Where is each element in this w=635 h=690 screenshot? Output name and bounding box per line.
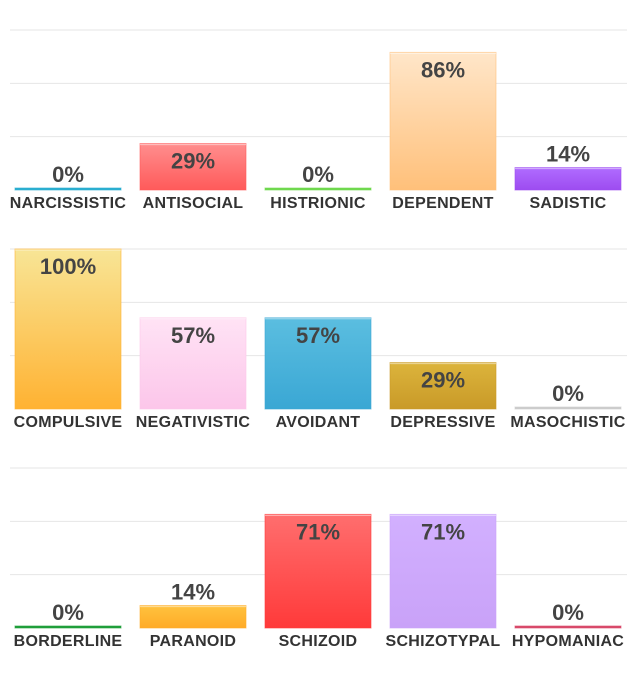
- value-label: 100%: [40, 254, 96, 279]
- value-label: 0%: [302, 162, 334, 187]
- category-label: MASOCHISTIC: [510, 414, 625, 431]
- bar-hypomaniac: [514, 625, 622, 629]
- bar-schizotypal: [389, 513, 497, 629]
- chart-panel-3: 0% BORDERLINE 14% PARANOID 71% SCHIZOID 71% SCH…: [10, 467, 627, 650]
- category-label: DEPRESSIVE: [390, 414, 495, 431]
- category-label: PARANOID: [150, 633, 237, 650]
- bar-negativistic: [139, 317, 247, 410]
- category-label: DEPENDENT: [392, 195, 493, 212]
- bar-sadistic: [514, 167, 622, 191]
- category-label: SADISTIC: [529, 195, 606, 212]
- category-label: SCHIZOID: [279, 633, 358, 650]
- value-label: 86%: [421, 57, 465, 82]
- value-label: 14%: [171, 580, 215, 605]
- bar-avoidant: [264, 317, 372, 410]
- value-label: 0%: [552, 381, 584, 406]
- chart-panel-2: 100% COMPULSIVE 57% NEGATIVISTIC 57% AVOIDANT…: [10, 248, 627, 431]
- bar-depressive: [389, 362, 497, 410]
- category-label: HYPOMANIAC: [512, 633, 624, 650]
- value-label: 0%: [552, 600, 584, 625]
- value-label: 71%: [421, 519, 465, 544]
- value-label: 29%: [421, 368, 465, 393]
- value-label: 14%: [546, 142, 590, 167]
- bar-dependent: [389, 51, 497, 191]
- category-label: NARCISSISTIC: [10, 195, 127, 212]
- category-label: BORDERLINE: [14, 633, 123, 650]
- value-label: 71%: [296, 519, 340, 544]
- bar-narcissistic: [14, 187, 122, 191]
- value-label: 29%: [171, 149, 215, 174]
- bar-paranoid: [139, 605, 247, 629]
- value-label: 0%: [52, 600, 84, 625]
- bar-histrionic: [264, 187, 372, 191]
- value-label: 0%: [52, 162, 84, 187]
- chart-panel-1: 0% NARCISSISTIC 29% ANTISOCIAL 0% HISTRIONIC 8…: [10, 29, 627, 212]
- category-label: NEGATIVISTIC: [136, 414, 251, 431]
- bar-antisocial: [139, 143, 247, 191]
- bar-schizoid: [264, 513, 372, 629]
- category-label: SCHIZOTYPAL: [385, 633, 500, 650]
- category-label: HISTRIONIC: [270, 195, 366, 212]
- category-label: AVOIDANT: [276, 414, 361, 431]
- value-label: 57%: [171, 323, 215, 348]
- category-label: COMPULSIVE: [14, 414, 123, 431]
- bar-compulsive: [14, 248, 122, 410]
- category-label: ANTISOCIAL: [143, 195, 244, 212]
- bar-masochistic: [514, 406, 622, 410]
- bar-borderline: [14, 625, 122, 629]
- value-label: 57%: [296, 323, 340, 348]
